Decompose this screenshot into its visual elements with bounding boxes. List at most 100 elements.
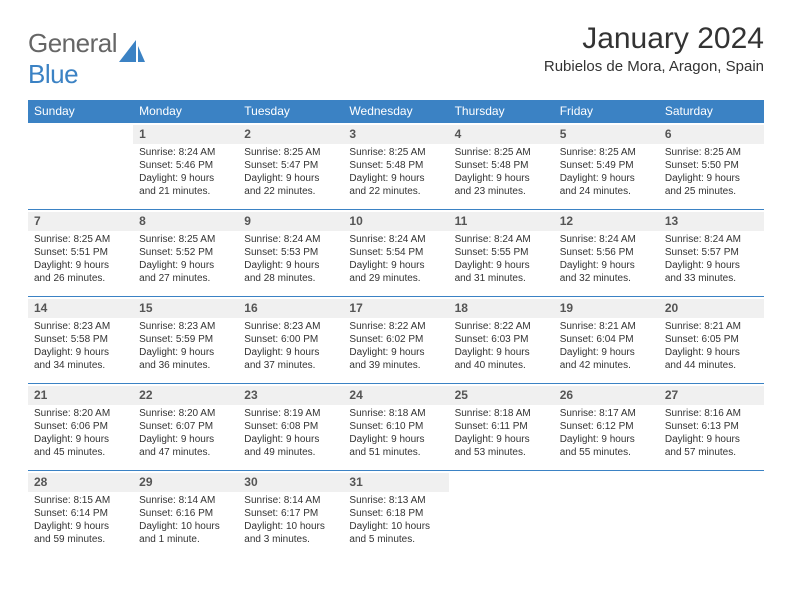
day-number: 19 <box>554 299 659 318</box>
calendar-day-cell: 16Sunrise: 8:23 AMSunset: 6:00 PMDayligh… <box>238 297 343 384</box>
calendar-day-cell: 15Sunrise: 8:23 AMSunset: 5:59 PMDayligh… <box>133 297 238 384</box>
calendar-day-cell: 22Sunrise: 8:20 AMSunset: 6:07 PMDayligh… <box>133 384 238 471</box>
sunset-line: Sunset: 5:51 PM <box>34 246 127 259</box>
calendar-day-cell: 9Sunrise: 8:24 AMSunset: 5:53 PMDaylight… <box>238 210 343 297</box>
calendar-day-cell: 1Sunrise: 8:24 AMSunset: 5:46 PMDaylight… <box>133 123 238 210</box>
day-number: 29 <box>133 473 238 492</box>
sunrise-line: Sunrise: 8:25 AM <box>665 146 758 159</box>
daylight-line: Daylight: 9 hours and 51 minutes. <box>349 433 442 459</box>
calendar-day-cell: 3Sunrise: 8:25 AMSunset: 5:48 PMDaylight… <box>343 123 448 210</box>
calendar-day-cell: 31Sunrise: 8:13 AMSunset: 6:18 PMDayligh… <box>343 471 448 558</box>
daylight-line: Daylight: 9 hours and 34 minutes. <box>34 346 127 372</box>
sunrise-line: Sunrise: 8:24 AM <box>665 233 758 246</box>
sunset-line: Sunset: 5:54 PM <box>349 246 442 259</box>
sunrise-line: Sunrise: 8:25 AM <box>139 233 232 246</box>
daylight-line: Daylight: 10 hours and 1 minute. <box>139 520 232 546</box>
title-block: January 2024 Rubielos de Mora, Aragon, S… <box>544 22 764 75</box>
day-number: 27 <box>659 386 764 405</box>
sunset-line: Sunset: 6:14 PM <box>34 507 127 520</box>
daylight-line: Daylight: 9 hours and 26 minutes. <box>34 259 127 285</box>
sunset-line: Sunset: 6:17 PM <box>244 507 337 520</box>
day-number: 8 <box>133 212 238 231</box>
daylight-line: Daylight: 9 hours and 22 minutes. <box>349 172 442 198</box>
sunrise-line: Sunrise: 8:22 AM <box>349 320 442 333</box>
header: General Blue January 2024 Rubielos de Mo… <box>28 22 764 90</box>
sunrise-line: Sunrise: 8:23 AM <box>139 320 232 333</box>
calendar-day-cell: 19Sunrise: 8:21 AMSunset: 6:04 PMDayligh… <box>554 297 659 384</box>
calendar-table: Sunday Monday Tuesday Wednesday Thursday… <box>28 100 764 557</box>
sunrise-line: Sunrise: 8:18 AM <box>455 407 548 420</box>
weekday-header: Sunday <box>28 100 133 123</box>
logo-part1: General <box>28 28 117 58</box>
day-number: 17 <box>343 299 448 318</box>
calendar-day-cell <box>554 471 659 558</box>
day-number: 11 <box>449 212 554 231</box>
sunrise-line: Sunrise: 8:17 AM <box>560 407 653 420</box>
day-number: 20 <box>659 299 764 318</box>
sunrise-line: Sunrise: 8:25 AM <box>244 146 337 159</box>
sunset-line: Sunset: 6:02 PM <box>349 333 442 346</box>
sunrise-line: Sunrise: 8:20 AM <box>34 407 127 420</box>
calendar-day-cell: 4Sunrise: 8:25 AMSunset: 5:48 PMDaylight… <box>449 123 554 210</box>
sunset-line: Sunset: 6:18 PM <box>349 507 442 520</box>
sunset-line: Sunset: 5:52 PM <box>139 246 232 259</box>
sunset-line: Sunset: 5:48 PM <box>349 159 442 172</box>
calendar-day-cell: 8 Sunrise: 8:25 AMSunset: 5:52 PMDaylight… <box>133 210 238 297</box>
daylight-line: Daylight: 10 hours and 3 minutes. <box>244 520 337 546</box>
daylight-line: Daylight: 9 hours and 24 minutes. <box>560 172 653 198</box>
calendar-day-cell: 11Sunrise: 8:24 AMSunset: 5:55 PMDayligh… <box>449 210 554 297</box>
sunrise-line: Sunrise: 8:14 AM <box>244 494 337 507</box>
daylight-line: Daylight: 9 hours and 33 minutes. <box>665 259 758 285</box>
day-number: 6 <box>659 125 764 144</box>
sunrise-line: Sunrise: 8:18 AM <box>349 407 442 420</box>
calendar-day-cell: 30Sunrise: 8:14 AMSunset: 6:17 PMDayligh… <box>238 471 343 558</box>
weekday-header-row: Sunday Monday Tuesday Wednesday Thursday… <box>28 100 764 123</box>
calendar-day-cell: 29Sunrise: 8:14 AMSunset: 6:16 PMDayligh… <box>133 471 238 558</box>
calendar-day-cell: 18Sunrise: 8:22 AMSunset: 6:03 PMDayligh… <box>449 297 554 384</box>
daylight-line: Daylight: 9 hours and 37 minutes. <box>244 346 337 372</box>
daylight-line: Daylight: 9 hours and 28 minutes. <box>244 259 337 285</box>
day-number: 25 <box>449 386 554 405</box>
calendar-week-row: 14Sunrise: 8:23 AMSunset: 5:58 PMDayligh… <box>28 297 764 384</box>
sunrise-line: Sunrise: 8:24 AM <box>560 233 653 246</box>
sunrise-line: Sunrise: 8:15 AM <box>34 494 127 507</box>
daylight-line: Daylight: 9 hours and 47 minutes. <box>139 433 232 459</box>
logo: General Blue <box>28 28 145 90</box>
daylight-line: Daylight: 9 hours and 36 minutes. <box>139 346 232 372</box>
sunset-line: Sunset: 5:48 PM <box>455 159 548 172</box>
day-number: 26 <box>554 386 659 405</box>
sunset-line: Sunset: 6:10 PM <box>349 420 442 433</box>
weekday-header: Saturday <box>659 100 764 123</box>
daylight-line: Daylight: 9 hours and 44 minutes. <box>665 346 758 372</box>
sunrise-line: Sunrise: 8:22 AM <box>455 320 548 333</box>
sunset-line: Sunset: 5:57 PM <box>665 246 758 259</box>
daylight-line: Daylight: 9 hours and 29 minutes. <box>349 259 442 285</box>
day-number: 9 <box>238 212 343 231</box>
day-number: 31 <box>343 473 448 492</box>
calendar-day-cell: 25Sunrise: 8:18 AMSunset: 6:11 PMDayligh… <box>449 384 554 471</box>
logo-sail-icon <box>119 40 145 67</box>
sunset-line: Sunset: 6:00 PM <box>244 333 337 346</box>
sunrise-line: Sunrise: 8:20 AM <box>139 407 232 420</box>
sunset-line: Sunset: 5:46 PM <box>139 159 232 172</box>
day-number: 13 <box>659 212 764 231</box>
calendar-day-cell: 14Sunrise: 8:23 AMSunset: 5:58 PMDayligh… <box>28 297 133 384</box>
sunset-line: Sunset: 6:11 PM <box>455 420 548 433</box>
calendar-day-cell: 13 Sunrise: 8:24 AMSunset: 5:57 PMDayligh… <box>659 210 764 297</box>
daylight-line: Daylight: 9 hours and 22 minutes. <box>244 172 337 198</box>
sunrise-line: Sunrise: 8:25 AM <box>455 146 548 159</box>
logo-text: General Blue <box>28 28 117 90</box>
day-number: 21 <box>28 386 133 405</box>
sunrise-line: Sunrise: 8:25 AM <box>560 146 653 159</box>
day-number: 7 <box>28 212 133 231</box>
sunrise-line: Sunrise: 8:25 AM <box>349 146 442 159</box>
calendar-week-row: 1Sunrise: 8:24 AMSunset: 5:46 PMDaylight… <box>28 123 764 210</box>
sunset-line: Sunset: 6:04 PM <box>560 333 653 346</box>
day-number: 12 <box>554 212 659 231</box>
calendar-day-cell: 20Sunrise: 8:21 AMSunset: 6:05 PMDayligh… <box>659 297 764 384</box>
calendar-day-cell: 27Sunrise: 8:16 AMSunset: 6:13 PMDayligh… <box>659 384 764 471</box>
sunset-line: Sunset: 6:16 PM <box>139 507 232 520</box>
sunrise-line: Sunrise: 8:16 AM <box>665 407 758 420</box>
daylight-line: Daylight: 9 hours and 27 minutes. <box>139 259 232 285</box>
calendar-week-row: 7Sunrise: 8:25 AMSunset: 5:51 PMDaylight… <box>28 210 764 297</box>
